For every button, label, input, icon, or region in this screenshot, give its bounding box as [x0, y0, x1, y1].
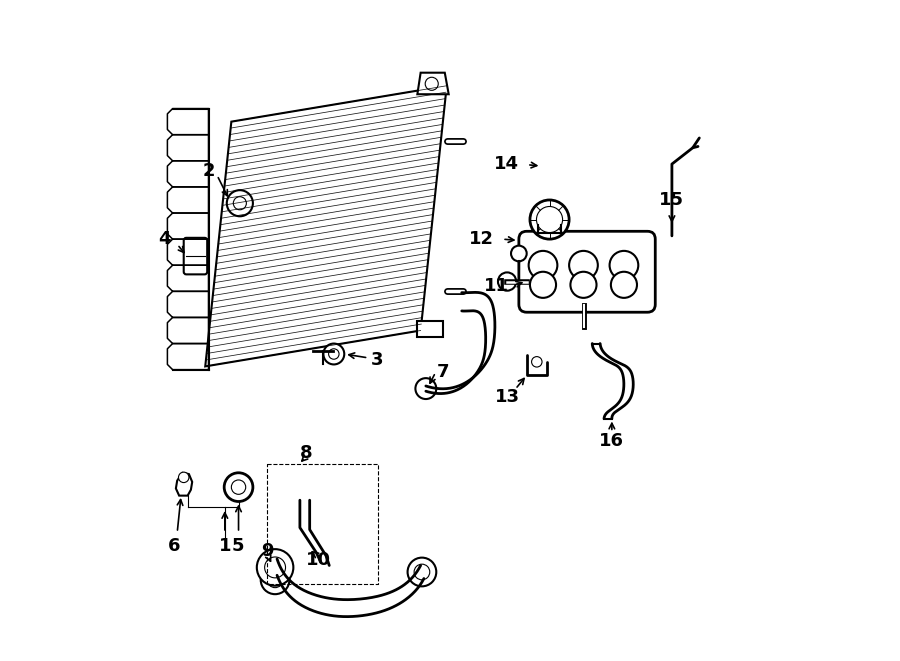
Text: 7: 7	[436, 364, 449, 381]
Text: 14: 14	[493, 155, 518, 173]
Polygon shape	[418, 73, 449, 95]
Circle shape	[530, 200, 569, 239]
FancyBboxPatch shape	[184, 238, 207, 274]
Text: 10: 10	[306, 551, 330, 569]
Text: 8: 8	[300, 444, 312, 462]
Circle shape	[261, 565, 290, 594]
Circle shape	[425, 77, 438, 91]
Text: 1: 1	[219, 537, 231, 555]
FancyBboxPatch shape	[519, 231, 655, 312]
Text: 9: 9	[261, 542, 274, 560]
Circle shape	[227, 190, 253, 216]
Text: 3: 3	[371, 351, 382, 369]
Circle shape	[498, 272, 517, 291]
Circle shape	[571, 272, 597, 298]
Circle shape	[532, 356, 542, 367]
Text: 13: 13	[495, 388, 520, 406]
Circle shape	[408, 558, 436, 586]
Circle shape	[611, 272, 637, 298]
Circle shape	[224, 473, 253, 502]
Text: 4: 4	[158, 230, 171, 248]
Polygon shape	[418, 321, 444, 337]
Polygon shape	[176, 473, 193, 496]
Text: 2: 2	[202, 161, 215, 180]
Circle shape	[323, 344, 345, 364]
Circle shape	[609, 251, 638, 280]
Text: 11: 11	[483, 277, 508, 295]
Text: 12: 12	[470, 230, 494, 248]
Circle shape	[416, 378, 436, 399]
Text: 15: 15	[660, 191, 684, 209]
Text: 5: 5	[231, 537, 244, 555]
Circle shape	[530, 272, 556, 298]
Circle shape	[511, 246, 526, 261]
Circle shape	[569, 251, 598, 280]
Circle shape	[256, 549, 293, 586]
Text: 16: 16	[599, 432, 625, 450]
Circle shape	[178, 472, 189, 483]
Circle shape	[528, 251, 557, 280]
Text: 6: 6	[168, 537, 181, 555]
